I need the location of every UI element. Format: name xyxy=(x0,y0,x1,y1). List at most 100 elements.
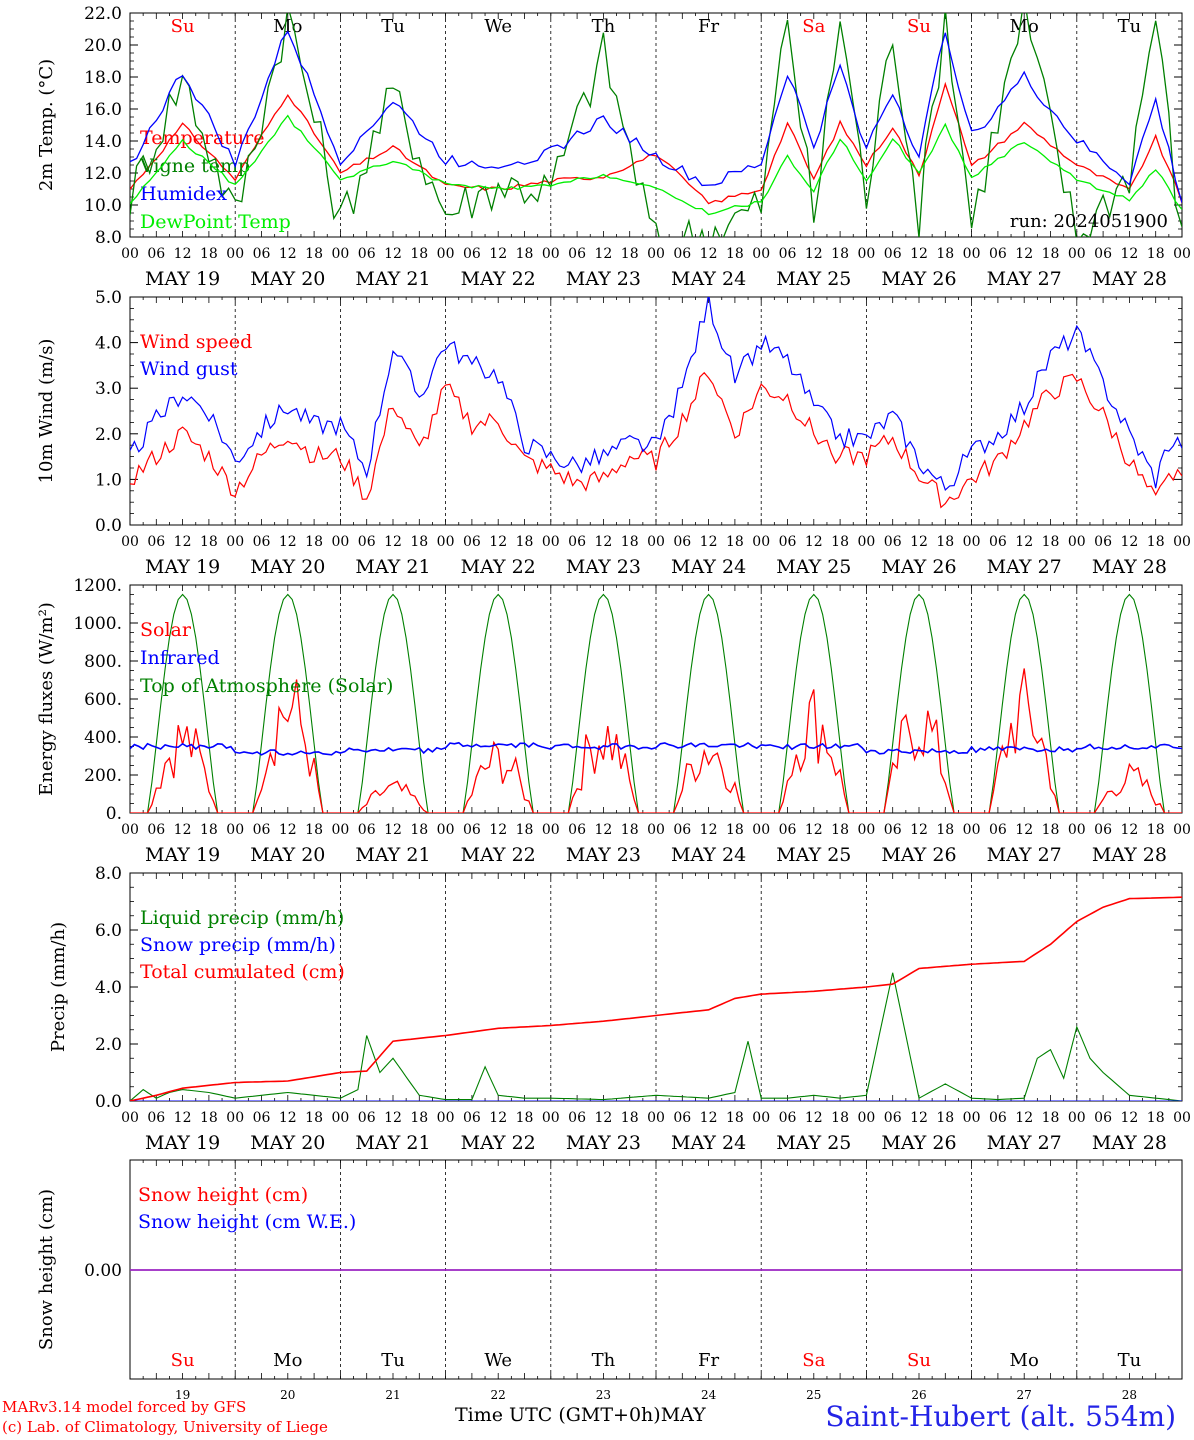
hour-tick-label: 00 xyxy=(647,822,665,838)
hour-tick-label: 00 xyxy=(226,1110,244,1126)
weekday-label-top: Mo xyxy=(1010,16,1039,37)
weekday-label-top: Su xyxy=(171,16,195,37)
hour-tick-label: 18 xyxy=(831,822,849,838)
series-humidex xyxy=(130,30,1182,203)
hour-tick-label: 18 xyxy=(831,534,849,550)
hour-tick-label: 18 xyxy=(621,246,639,262)
y-tick-label: 8.0 xyxy=(95,228,122,248)
weekday-label-top: Tu xyxy=(1118,16,1142,37)
weekday-label-top: Sa xyxy=(802,16,825,37)
hour-tick-label: 06 xyxy=(463,1110,481,1126)
y-tick-label: 22.0 xyxy=(84,4,122,24)
hour-tick-label: 06 xyxy=(884,1110,902,1126)
hour-tick-label: 18 xyxy=(305,246,323,262)
y-tick-label: 10.0 xyxy=(84,196,122,216)
hour-tick-label: 00 xyxy=(331,534,349,550)
hour-tick-label: 12 xyxy=(174,822,192,838)
hour-tick-label: 18 xyxy=(200,822,218,838)
day-number-label: 27 xyxy=(1017,1388,1032,1402)
hour-tick-label: 18 xyxy=(1042,534,1060,550)
y-axis-label: Snow height (cm) xyxy=(36,1189,57,1350)
hour-tick-label: 06 xyxy=(358,1110,376,1126)
hour-tick-label: 06 xyxy=(568,246,586,262)
hour-tick-label: 06 xyxy=(779,822,797,838)
date-label: MAY 21 xyxy=(355,1132,430,1154)
day-number-label: 23 xyxy=(596,1388,611,1402)
day-number-label: 20 xyxy=(280,1388,295,1402)
hour-tick-label: 12 xyxy=(174,534,192,550)
series-wind-speed xyxy=(130,371,1182,509)
y-tick-label: 20.0 xyxy=(84,36,122,56)
hour-tick-label: 06 xyxy=(463,534,481,550)
model-credit: MARv3.14 model forced by GFS xyxy=(2,1398,247,1416)
weekday-label-top: Th xyxy=(592,16,616,37)
date-label: MAY 27 xyxy=(987,844,1062,866)
hour-tick-label: 00 xyxy=(542,534,560,550)
hour-tick-label: 06 xyxy=(568,822,586,838)
date-label: MAY 25 xyxy=(776,844,851,866)
series-dewpoint-temp xyxy=(130,114,1182,216)
y-tick-label: 5.0 xyxy=(95,288,122,308)
hour-tick-label: 12 xyxy=(700,822,718,838)
date-label: MAY 21 xyxy=(355,844,430,866)
hour-tick-label: 00 xyxy=(121,246,139,262)
hour-tick-label: 12 xyxy=(1015,534,1033,550)
date-label: MAY 27 xyxy=(987,1132,1062,1154)
date-label: MAY 27 xyxy=(987,268,1062,290)
hour-tick-label: 18 xyxy=(936,1110,954,1126)
weekday-label-top: Fr xyxy=(698,16,719,37)
hour-tick-label: 12 xyxy=(279,1110,297,1126)
hour-tick-label: 18 xyxy=(1147,822,1165,838)
hour-tick-label: 00 xyxy=(647,534,665,550)
hour-tick-label: 12 xyxy=(1120,822,1138,838)
hour-tick-label: 00 xyxy=(226,822,244,838)
hour-tick-label: 06 xyxy=(253,534,271,550)
hour-tick-label: 06 xyxy=(673,1110,691,1126)
y-tick-label: 4.0 xyxy=(95,334,122,354)
day-number-label: 24 xyxy=(701,1388,717,1402)
day-number-label: 22 xyxy=(491,1388,506,1402)
date-label: MAY 24 xyxy=(671,268,746,290)
hour-tick-label: 18 xyxy=(1042,822,1060,838)
date-label: MAY 24 xyxy=(671,844,746,866)
hour-tick-label: 06 xyxy=(989,534,1007,550)
hour-tick-label: 12 xyxy=(1120,534,1138,550)
hour-tick-label: 00 xyxy=(437,246,455,262)
hour-tick-label: 06 xyxy=(1094,534,1112,550)
legend-entry: Temperature xyxy=(140,127,264,149)
hour-tick-label: 06 xyxy=(673,822,691,838)
x-axis-label: Time UTC (GMT+0h)MAY xyxy=(455,1404,706,1426)
weekday-label-bottom: Mo xyxy=(1010,1350,1039,1371)
hour-tick-label: 12 xyxy=(594,534,612,550)
hour-tick-label: 12 xyxy=(910,246,928,262)
date-label: MAY 23 xyxy=(566,1132,641,1154)
weekday-label-bottom: Su xyxy=(907,1350,931,1371)
hour-tick-label: 18 xyxy=(726,822,744,838)
hour-tick-label: 00 xyxy=(963,246,981,262)
date-label: MAY 23 xyxy=(566,268,641,290)
legend-entry: Liquid precip (mm/h) xyxy=(140,907,344,929)
date-label: MAY 19 xyxy=(145,556,220,578)
y-tick-label: 0.0 xyxy=(95,1092,122,1112)
hour-tick-label: 18 xyxy=(936,534,954,550)
hour-tick-label: 00 xyxy=(437,534,455,550)
hour-tick-label: 00 xyxy=(437,822,455,838)
legend-entry: Total cumulated (cm) xyxy=(140,961,345,983)
weekday-label-bottom: Tu xyxy=(1118,1350,1142,1371)
hour-tick-label: 12 xyxy=(384,246,402,262)
hour-tick-label: 06 xyxy=(779,246,797,262)
hour-tick-label: 06 xyxy=(253,1110,271,1126)
series-toa-solar xyxy=(130,593,1182,813)
hour-tick-label: 00 xyxy=(1173,246,1191,262)
weekday-label-top: We xyxy=(484,16,512,37)
y-tick-label: 3.0 xyxy=(95,379,122,399)
day-number-label: 21 xyxy=(385,1388,400,1402)
y-tick-label: 600. xyxy=(84,690,122,710)
hour-tick-label: 06 xyxy=(1094,246,1112,262)
hour-tick-label: 12 xyxy=(700,246,718,262)
x-axis-title: Time UTC (GMT+0h) xyxy=(455,1404,661,1426)
weekday-label-top: Tu xyxy=(381,16,405,37)
date-label: MAY 19 xyxy=(145,268,220,290)
series-wind-gust xyxy=(130,297,1182,491)
hour-tick-label: 18 xyxy=(726,246,744,262)
